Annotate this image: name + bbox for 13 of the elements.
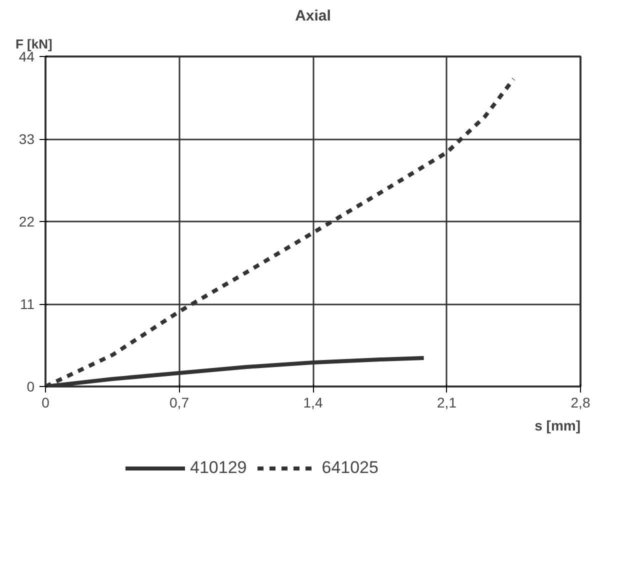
- chart-title: Axial: [295, 8, 331, 24]
- x-tick-label: 0: [42, 394, 50, 410]
- y-tick-label: 22: [18, 214, 35, 230]
- y-tick-label: 33: [18, 131, 35, 147]
- legend-label: 410129: [190, 458, 247, 478]
- x-tick-label: 2,8: [570, 394, 590, 410]
- x-tick-label: 2,1: [437, 394, 457, 410]
- x-tick-label: 0,7: [170, 394, 190, 410]
- x-tick-label: 1,4: [303, 394, 323, 410]
- x-axis-title: s [mm]: [534, 418, 581, 434]
- y-tick-label: 11: [20, 296, 35, 312]
- legend-label: 641025: [322, 458, 378, 478]
- y-tick-label: 0: [26, 378, 35, 394]
